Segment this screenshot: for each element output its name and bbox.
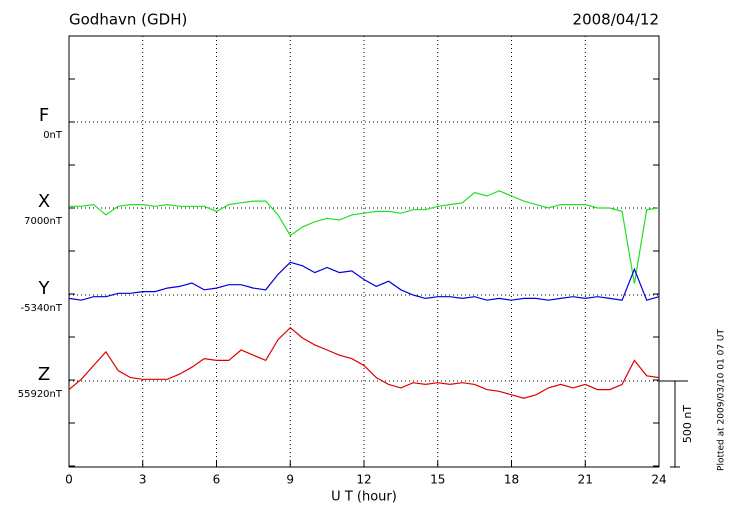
series-baseline-label: 55920nT — [18, 389, 63, 400]
date: 2008/04/12 — [573, 11, 659, 29]
x-tick-label: 9 — [286, 473, 294, 487]
data-line — [69, 190, 660, 284]
x-tick-label: 3 — [139, 473, 147, 487]
plot-note: Plotted at 2009/03/10 01 07 UT — [717, 329, 727, 471]
x-tick-label: 12 — [356, 473, 371, 487]
x-tick-label: 24 — [651, 473, 666, 487]
scale-bar-label: 500 nT — [681, 405, 694, 443]
x-tick-label: 6 — [213, 473, 221, 487]
data-line — [68, 261, 660, 301]
series-name: F — [39, 105, 49, 126]
series-name: X — [38, 191, 50, 212]
chart-title: Godhavn (GDH) — [69, 11, 187, 29]
series-baseline-label: 0nT — [43, 130, 63, 141]
series-baseline-label: 7000nT — [24, 216, 63, 227]
x-tick-label: 21 — [578, 473, 593, 487]
x-axis-label: U T (hour) — [331, 490, 397, 505]
x-tick-label: 15 — [430, 473, 445, 487]
data-line — [68, 326, 660, 399]
x-tick-label: 0 — [65, 473, 73, 487]
series-baseline-label: -5340nT — [20, 303, 62, 314]
series-name: Z — [38, 364, 50, 385]
x-tick-label: 18 — [504, 473, 519, 487]
series-name: Y — [38, 278, 51, 299]
